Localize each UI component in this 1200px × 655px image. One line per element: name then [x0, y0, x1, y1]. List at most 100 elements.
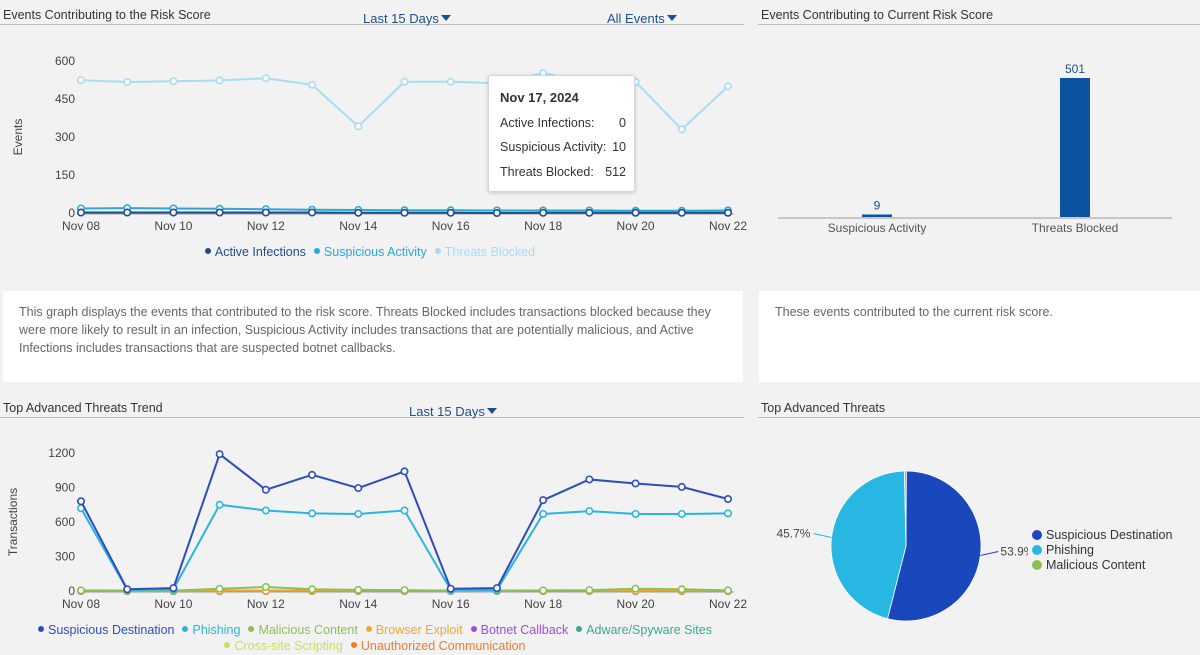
- legend-item[interactable]: Adware/Spyware Sites: [576, 622, 712, 638]
- risk-events-dropdown[interactable]: All Events: [607, 11, 677, 27]
- data-point[interactable]: [77, 76, 86, 85]
- legend-item[interactable]: Suspicious Activity: [313, 244, 427, 260]
- current-risk-bar-chart[interactable]: 9 Suspicious Activity 501 Threats Blocked: [758, 40, 1200, 240]
- data-point[interactable]: [677, 125, 686, 134]
- data-point[interactable]: [77, 497, 86, 506]
- data-point[interactable]: [677, 509, 686, 518]
- data-point[interactable]: [261, 506, 270, 515]
- legend-item[interactable]: Botnet Callback: [470, 622, 568, 638]
- data-point[interactable]: [446, 208, 455, 217]
- data-point[interactable]: [123, 208, 132, 217]
- data-point[interactable]: [723, 494, 732, 503]
- data-point[interactable]: [308, 208, 317, 217]
- data-point[interactable]: [123, 78, 132, 87]
- pie-slice[interactable]: [830, 470, 907, 620]
- data-point[interactable]: [215, 76, 224, 85]
- trend-range-dropdown[interactable]: Last 15 Days: [409, 404, 497, 420]
- x-tick-label: Nov 20: [617, 597, 655, 611]
- legend-dot-icon: [248, 626, 255, 632]
- legend-label: Browser Exploit: [375, 623, 463, 637]
- pie-legend-item[interactable]: Malicious Content: [1032, 558, 1172, 573]
- data-point[interactable]: [631, 584, 640, 593]
- data-point[interactable]: [492, 584, 501, 593]
- pie-slice[interactable]: [904, 470, 907, 547]
- legend-item[interactable]: Active Infections: [204, 244, 306, 260]
- pie-leader-line: [980, 550, 999, 556]
- data-point[interactable]: [169, 584, 178, 593]
- data-point[interactable]: [261, 582, 270, 591]
- legend-item[interactable]: Phishing: [182, 622, 240, 638]
- data-point[interactable]: [215, 584, 224, 593]
- data-point[interactable]: [677, 585, 686, 594]
- legend-item[interactable]: Unauthorized Communication: [350, 638, 526, 654]
- data-point[interactable]: [539, 509, 548, 518]
- data-point[interactable]: [446, 77, 455, 86]
- data-point[interactable]: [631, 479, 640, 488]
- data-point[interactable]: [261, 485, 270, 494]
- data-point[interactable]: [308, 585, 317, 594]
- data-point[interactable]: [261, 74, 270, 83]
- data-point[interactable]: [215, 450, 224, 459]
- data-point[interactable]: [677, 482, 686, 491]
- data-point[interactable]: [723, 509, 732, 518]
- pie-legend-item[interactable]: Suspicious Destination: [1032, 528, 1172, 543]
- data-point[interactable]: [585, 586, 594, 595]
- x-tick-label: Nov 10: [154, 597, 192, 611]
- top-threats-header: Top Advanced Threats: [758, 393, 1200, 418]
- data-point[interactable]: [585, 475, 594, 484]
- legend-item[interactable]: Threats Blocked: [434, 244, 535, 260]
- risk-range-dropdown[interactable]: Last 15 Days: [363, 11, 451, 27]
- legend-item[interactable]: Suspicious Destination: [38, 622, 174, 638]
- data-point[interactable]: [77, 586, 86, 595]
- data-point[interactable]: [169, 208, 178, 217]
- data-point[interactable]: [261, 208, 270, 217]
- tooltip-date: Nov 17, 2024: [500, 90, 579, 105]
- data-point[interactable]: [400, 77, 409, 86]
- data-point[interactable]: [215, 500, 224, 509]
- legend-dot-icon: [576, 626, 583, 632]
- data-point[interactable]: [169, 77, 178, 86]
- data-point[interactable]: [723, 208, 732, 217]
- legend-item[interactable]: Malicious Content: [248, 622, 358, 638]
- legend-item[interactable]: Cross-site Scripting: [224, 638, 343, 654]
- threat-trend-line-chart[interactable]: 0 300 600 900 1200 Nov 08 Nov 10 Nov 12 Nov 14 No…: [0, 440, 750, 615]
- bar[interactable]: [1060, 78, 1090, 217]
- data-point[interactable]: [539, 496, 548, 505]
- data-point[interactable]: [723, 586, 732, 595]
- data-point[interactable]: [585, 208, 594, 217]
- data-point[interactable]: [354, 208, 363, 217]
- x-tick-label: Nov 12: [247, 597, 285, 611]
- legend-label: Cross-site Scripting: [234, 639, 343, 653]
- legend-item[interactable]: Browser Exploit: [365, 622, 463, 638]
- data-point[interactable]: [539, 586, 548, 595]
- data-point[interactable]: [723, 82, 732, 91]
- data-point[interactable]: [446, 584, 455, 593]
- pie-legend-item[interactable]: Phishing: [1032, 543, 1172, 558]
- data-point[interactable]: [77, 208, 86, 217]
- data-point[interactable]: [215, 208, 224, 217]
- data-point[interactable]: [354, 585, 363, 594]
- data-point[interactable]: [400, 586, 409, 595]
- top-threats-legend: Suspicious Destination Phishing Malicious …: [1032, 528, 1172, 573]
- risk-line-chart[interactable]: 0 150 300 450 600 Nov 08 Nov 10 Nov 12 Nov 14 Nov…: [0, 40, 750, 240]
- data-point[interactable]: [123, 585, 132, 594]
- data-point[interactable]: [400, 208, 409, 217]
- data-point[interactable]: [400, 506, 409, 515]
- data-point[interactable]: [354, 509, 363, 518]
- data-point[interactable]: [308, 80, 317, 89]
- data-point[interactable]: [354, 122, 363, 131]
- data-point[interactable]: [400, 467, 409, 476]
- top-threats-pie-chart[interactable]: 53.9% 45.7%: [758, 440, 1028, 650]
- data-point[interactable]: [308, 470, 317, 479]
- data-point[interactable]: [354, 484, 363, 493]
- data-point[interactable]: [631, 509, 640, 518]
- data-point[interactable]: [308, 509, 317, 518]
- data-point[interactable]: [492, 209, 501, 218]
- x-tick-label: Nov 14: [339, 597, 377, 611]
- data-point[interactable]: [585, 507, 594, 516]
- data-point[interactable]: [631, 208, 640, 217]
- data-point[interactable]: [539, 208, 548, 217]
- risk-events-header: Events Contributing to the Risk Score: [0, 0, 744, 25]
- data-point[interactable]: [677, 208, 686, 217]
- bar[interactable]: [862, 214, 892, 217]
